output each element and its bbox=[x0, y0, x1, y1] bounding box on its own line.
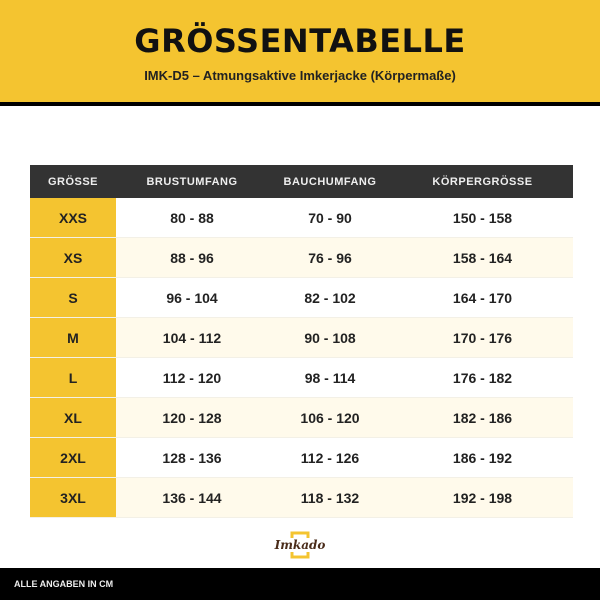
measurement-cell: 118 - 132 bbox=[300, 489, 360, 506]
measurement-cell: 88 - 96 bbox=[170, 249, 214, 266]
footer: ALLE ANGABEN IN CM bbox=[0, 568, 600, 600]
table-row: XL 120 - 128 106 - 120 182 - 186 bbox=[30, 398, 573, 438]
table-row: S 96 - 104 82 - 102 164 - 170 bbox=[30, 278, 573, 318]
measurement-cell: 106 - 120 bbox=[300, 409, 360, 426]
size-label: 3XL bbox=[30, 478, 116, 517]
measurement-cell: 128 - 136 bbox=[162, 449, 222, 466]
measurement-cell: 98 - 114 bbox=[304, 369, 356, 386]
imkado-logo: Imkado bbox=[274, 531, 326, 559]
measurement-cell: 112 - 120 bbox=[162, 369, 222, 386]
page-title: GRÖSSENTABELLE bbox=[134, 22, 466, 60]
size-label: XL bbox=[30, 398, 116, 437]
measurement-cell: 136 - 144 bbox=[162, 489, 222, 506]
measurement-cell: 158 - 164 bbox=[452, 249, 513, 266]
table-row: XS 88 - 96 76 - 96 158 - 164 bbox=[30, 238, 573, 278]
measurement-cell: 120 - 128 bbox=[162, 409, 222, 426]
measurement-cell: 104 - 112 bbox=[162, 329, 222, 346]
column-header: KÖRPERGRÖSSE bbox=[432, 175, 533, 188]
divider bbox=[0, 102, 600, 106]
size-table: GRÖSSE BRUSTUMFANG BAUCHUMFANG KÖRPERGRÖ… bbox=[30, 165, 573, 518]
table-row: M 104 - 112 90 - 108 170 - 176 bbox=[30, 318, 573, 358]
column-header: GRÖSSE bbox=[47, 175, 99, 188]
table-row: L 112 - 120 98 - 114 176 - 182 bbox=[30, 358, 573, 398]
table-header-row: GRÖSSE BRUSTUMFANG BAUCHUMFANG KÖRPERGRÖ… bbox=[30, 165, 573, 198]
units-note: ALLE ANGABEN IN CM bbox=[14, 579, 114, 589]
measurement-cell: 76 - 96 bbox=[308, 249, 352, 266]
measurement-cell: 90 - 108 bbox=[304, 329, 356, 346]
logo-text: Imkado bbox=[274, 538, 326, 552]
size-label: XS bbox=[30, 238, 116, 277]
measurement-cell: 164 - 170 bbox=[452, 289, 513, 306]
measurement-cell: 70 - 90 bbox=[308, 209, 352, 226]
table-row: 2XL 128 - 136 112 - 126 186 - 192 bbox=[30, 438, 573, 478]
measurement-cell: 96 - 104 bbox=[166, 289, 218, 306]
measurement-cell: 176 - 182 bbox=[452, 369, 513, 386]
size-label: 2XL bbox=[30, 438, 116, 477]
measurement-cell: 112 - 126 bbox=[300, 449, 360, 466]
measurement-cell: 170 - 176 bbox=[452, 329, 513, 346]
measurement-cell: 186 - 192 bbox=[452, 449, 513, 466]
page-subtitle: IMK-D5 – Atmungsaktive Imkerjacke (Körpe… bbox=[144, 68, 456, 83]
measurement-cell: 80 - 88 bbox=[170, 209, 214, 226]
size-label: M bbox=[30, 318, 116, 357]
column-header: BAUCHUMFANG bbox=[283, 175, 377, 188]
measurement-cell: 182 - 186 bbox=[452, 409, 513, 426]
measurement-cell: 150 - 158 bbox=[452, 209, 513, 226]
header-banner: GRÖSSENTABELLE IMK-D5 – Atmungsaktive Im… bbox=[0, 0, 600, 102]
table-row: 3XL 136 - 144 118 - 132 192 - 198 bbox=[30, 478, 573, 518]
size-label: L bbox=[30, 358, 116, 397]
size-label: XXS bbox=[30, 198, 116, 237]
size-label: S bbox=[30, 278, 116, 317]
column-header: BRUSTUMFANG bbox=[146, 175, 238, 188]
measurement-cell: 192 - 198 bbox=[452, 489, 513, 506]
table-row: XXS 80 - 88 70 - 90 150 - 158 bbox=[30, 198, 573, 238]
measurement-cell: 82 - 102 bbox=[304, 289, 356, 306]
